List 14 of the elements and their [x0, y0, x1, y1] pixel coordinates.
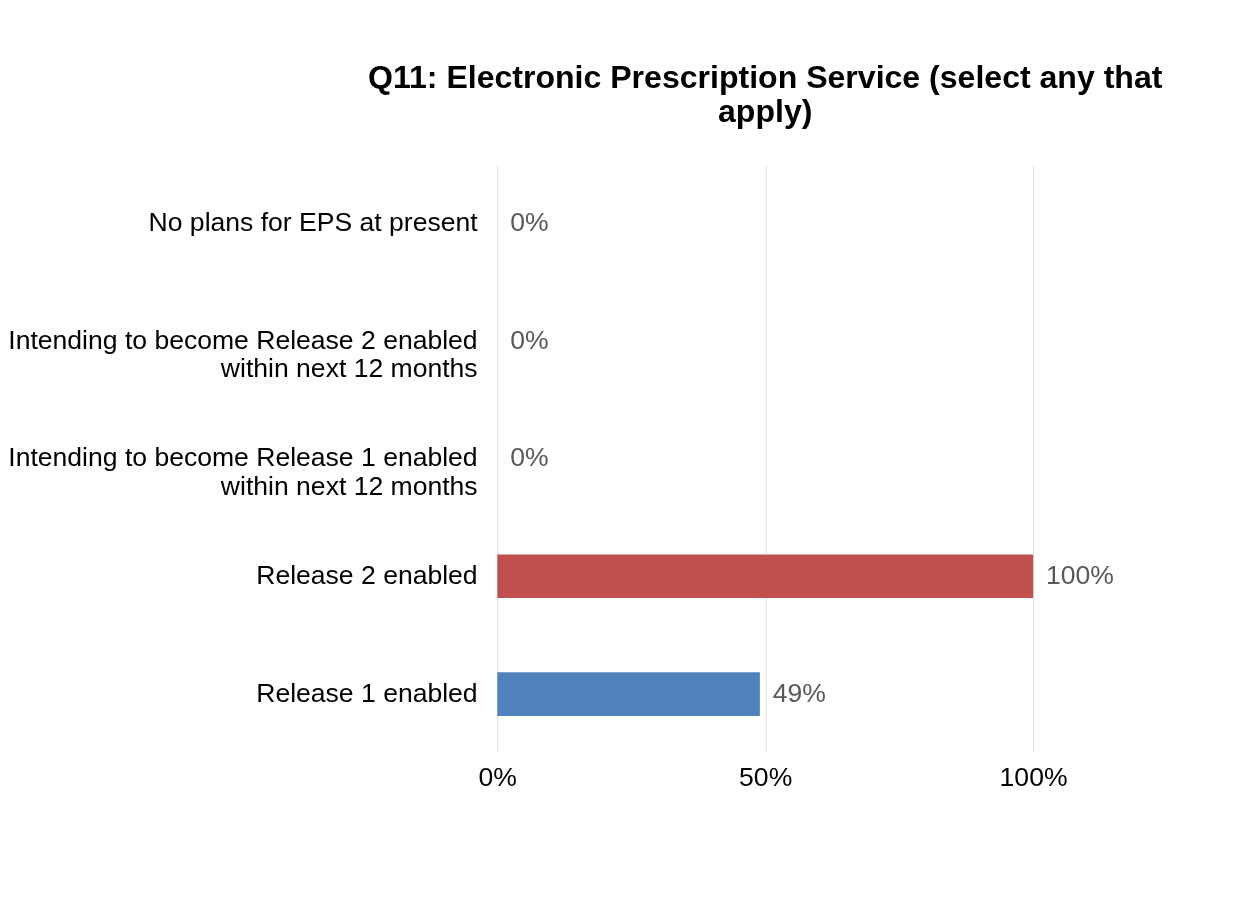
x-tick-label: 100% [999, 761, 1068, 792]
x-tick-label: 50% [739, 761, 793, 792]
y-tick-label: Release 1 enabled [256, 678, 478, 709]
y-tick-label: Intending to become Release 1 enabled within next 12 months [8, 442, 478, 501]
data-label: 0% [510, 324, 549, 355]
data-label: 49% [772, 678, 826, 709]
data-label: 0% [510, 206, 549, 237]
y-tick-label: No plans for EPS at present [148, 206, 479, 237]
y-tick-label: Release 2 enabled [256, 560, 478, 591]
data-label: 100% [1045, 560, 1114, 591]
y-tick-label: Intending to become Release 2 enabled within next 12 months [8, 324, 478, 383]
data-label: 0% [510, 442, 549, 473]
x-tick-label: 0% [478, 761, 517, 792]
chart-title: Q11: Electronic Prescription Service (select any that apply) [368, 59, 1163, 130]
